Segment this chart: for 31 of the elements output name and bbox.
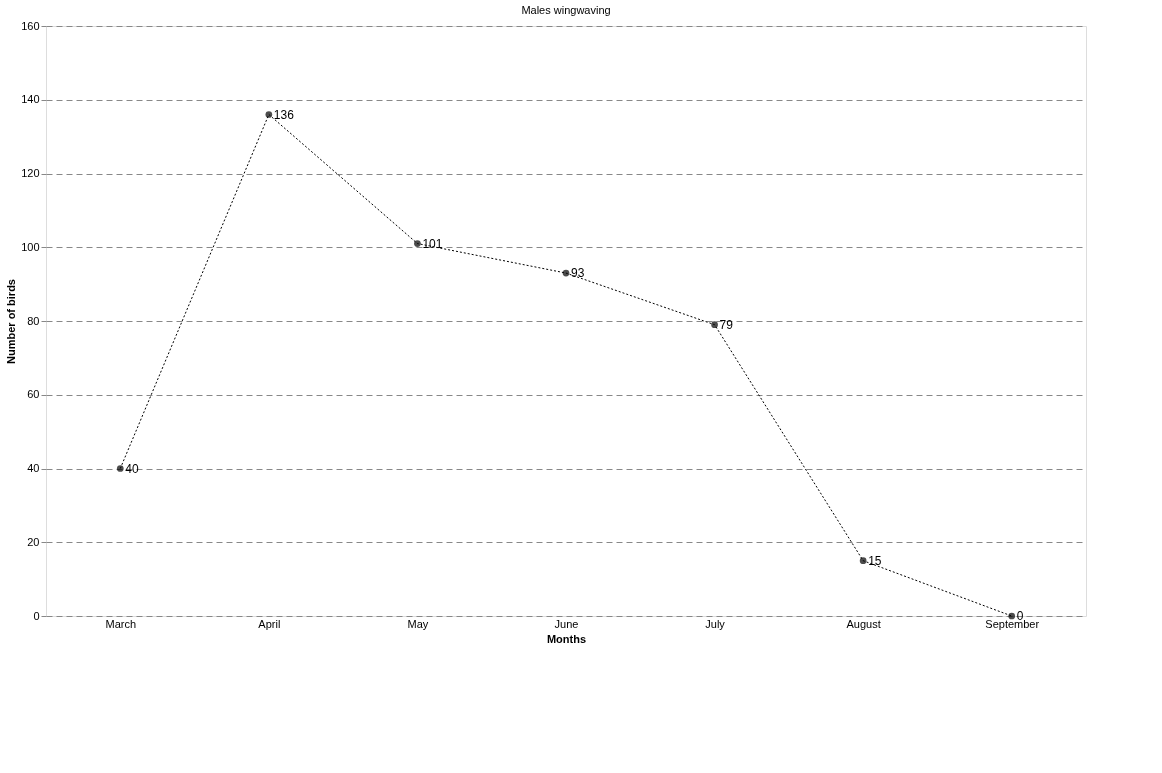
x-axis-title: Months bbox=[546, 632, 587, 645]
point bbox=[859, 557, 867, 565]
point bbox=[414, 240, 421, 247]
point bbox=[265, 111, 273, 118]
y-tick-label: 140 bbox=[21, 93, 40, 106]
point bbox=[562, 269, 570, 277]
y-tick-label: 40 bbox=[27, 462, 40, 474]
data-label: 40 bbox=[125, 461, 139, 476]
y-tick-label: 60 bbox=[27, 388, 40, 401]
x-tick-label: May bbox=[407, 617, 429, 630]
x-tick-label: August bbox=[846, 617, 881, 630]
x-tick-label: June bbox=[554, 617, 579, 630]
chart-title: Males wingwaving bbox=[521, 4, 611, 16]
x-tick-label: March bbox=[105, 617, 137, 630]
y-axis-title: Number of birds bbox=[5, 279, 18, 364]
y-tick-label: 120 bbox=[21, 167, 40, 179]
y-tick-label: 20 bbox=[27, 535, 40, 548]
x-tick-label: July bbox=[705, 617, 726, 630]
data-label: 79 bbox=[719, 317, 734, 332]
y-tick-label: 80 bbox=[27, 314, 40, 327]
y-tick-label: 160 bbox=[21, 19, 40, 32]
y-tick-label: 100 bbox=[21, 240, 40, 253]
data-label: 136 bbox=[273, 107, 295, 122]
data-label: 93 bbox=[571, 266, 585, 281]
x-tick-label: April bbox=[258, 617, 281, 630]
data-label: 15 bbox=[868, 553, 882, 568]
point bbox=[711, 321, 718, 329]
data-label: 101 bbox=[422, 236, 443, 251]
point bbox=[116, 465, 124, 472]
y-tick-label: 0 bbox=[33, 609, 40, 622]
point bbox=[1008, 612, 1016, 620]
